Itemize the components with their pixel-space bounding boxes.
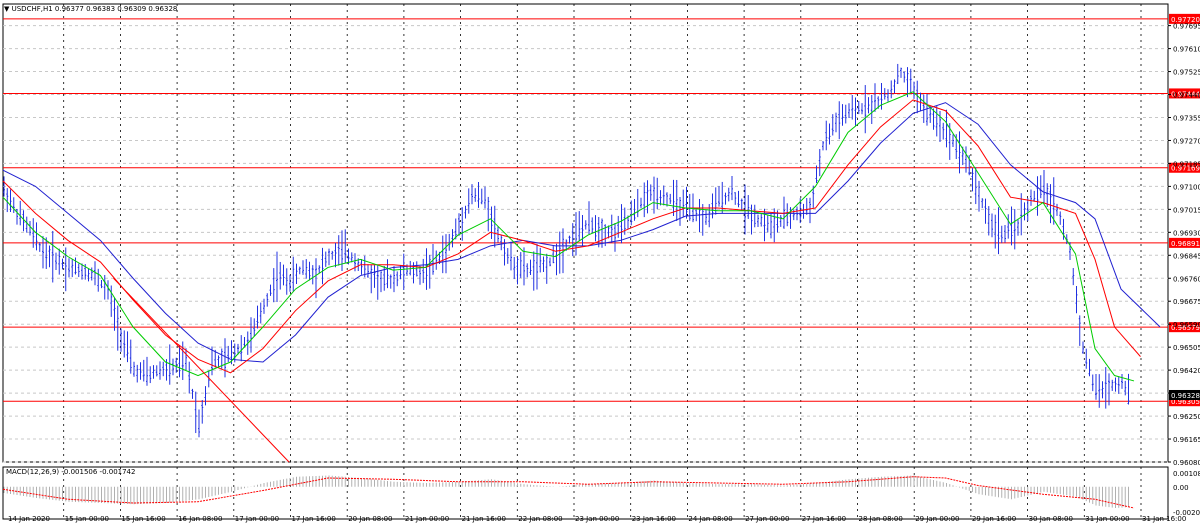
y-tick-label: 0.97100 — [1173, 183, 1200, 191]
x-tick-label: 28 Jan 08:00 — [859, 515, 903, 523]
y-tick-label: 0.96760 — [1173, 275, 1200, 283]
x-tick-label: 23 Jan 16:00 — [632, 515, 676, 523]
macd-signal-line — [2, 476, 1135, 509]
y-tick-label: 0.97695 — [1173, 23, 1200, 31]
macd-header: MACD(12,26,9) -0.001506 -0.001742 — [6, 468, 135, 476]
level-label-bg — [1169, 13, 1200, 24]
macd-header-group: MACD(12,26,9) -0.001506 -0.001742 — [6, 468, 135, 476]
horizontal-levels[interactable]: 0.97444 0.97169 0.96891 0.96579 0.96305 0.977… — [3, 13, 1200, 407]
x-tick-label: 27 Jan 16:00 — [802, 515, 846, 523]
x-tick-label: 30 Jan 08:00 — [1029, 515, 1073, 523]
x-tick-label: 31 Jan 16:00 — [1142, 515, 1186, 523]
macd-pane[interactable]: 0.001083 0.00 -0.0020 — [2, 470, 1200, 517]
y-tick-label: 0.97525 — [1173, 69, 1200, 77]
y-tick-label: 0.96505 — [1173, 344, 1200, 352]
x-tick-label: 21 Jan 16:00 — [462, 515, 506, 523]
price-axis[interactable]: 0.97695 0.97610 0.97525 0.97440 0.97355 0.972… — [1168, 23, 1200, 467]
y-tick-label: 0.96930 — [1173, 229, 1200, 237]
trend-line — [113, 277, 290, 463]
time-axis[interactable]: 14 Jan 2020 15 Jan 00:00 15 Jan 16:00 16 Ja… — [8, 515, 1186, 523]
current-price-label: 0.96328 — [1171, 392, 1200, 400]
level-label: 0.96305 — [1171, 398, 1200, 406]
level-label: 0.96891 — [1171, 240, 1200, 248]
y-tick-label: 0.97440 — [1173, 92, 1200, 100]
y-tick-label: 0.96845 — [1173, 252, 1200, 260]
x-tick-label: 17 Jan 00:00 — [235, 515, 279, 523]
x-tick-label: 17 Jan 16:00 — [292, 515, 336, 523]
y-tick-label: 0.97355 — [1173, 114, 1200, 122]
level-label: 0.97720 — [1171, 16, 1200, 24]
macd-y-tick-label: 0.001083 — [1173, 470, 1200, 478]
y-tick-label: 0.96420 — [1173, 367, 1200, 375]
ma-mid-line — [2, 99, 1141, 374]
level-label-bg — [1169, 162, 1200, 173]
level-label-bg — [1169, 237, 1200, 248]
x-tick-label: 21 Jan 00:00 — [405, 515, 449, 523]
macd-y-tick-label: 0.00 — [1173, 484, 1189, 492]
x-tick-label: 31 Jan 00:00 — [1085, 515, 1129, 523]
macd-y-tick-label: -0.0020 — [1173, 509, 1200, 517]
y-tick-label: 0.96250 — [1173, 413, 1200, 421]
x-tick-label: 29 Jan 00:00 — [915, 515, 959, 523]
x-tick-label: 16 Jan 08:00 — [178, 515, 222, 523]
level-label-bg — [1169, 396, 1200, 407]
level-label-bg — [1169, 322, 1200, 333]
x-tick-label: 20 Jan 08:00 — [348, 515, 392, 523]
y-tick-label: 0.97270 — [1173, 137, 1200, 145]
x-tick-label: 29 Jan 16:00 — [972, 515, 1016, 523]
x-tick-label: 15 Jan 16:00 — [121, 515, 165, 523]
macd-border — [2, 466, 1169, 520]
symbol-header: ▼ USDCHF,H1 0.96377 0.96383 0.96309 0.96… — [4, 5, 177, 13]
x-tick-label: 14 Jan 2020 — [8, 515, 50, 523]
level-label-bg — [1169, 88, 1200, 99]
y-tick-label: 0.97185 — [1173, 160, 1200, 168]
y-tick-label: 0.96590 — [1173, 321, 1200, 329]
chart-grid — [2, 3, 1169, 520]
chart-header: ▼ USDCHF,H1 0.96377 0.96383 0.96309 0.96… — [4, 5, 177, 13]
moving-averages — [2, 91, 1161, 463]
level-label: 0.97444 — [1171, 90, 1200, 98]
current-price-bg — [1169, 389, 1200, 400]
ma-fast-line — [2, 91, 1135, 382]
y-tick-label: 0.97015 — [1173, 206, 1200, 214]
x-tick-label: 23 Jan 00:00 — [575, 515, 619, 523]
x-tick-label: 27 Jan 00:00 — [745, 515, 789, 523]
y-tick-label: 0.96675 — [1173, 298, 1200, 306]
level-label: 0.97169 — [1171, 165, 1200, 173]
y-tick-label: 0.96080 — [1173, 459, 1200, 467]
y-tick-label: 0.96165 — [1173, 436, 1200, 444]
y-tick-label: 0.97610 — [1173, 46, 1200, 54]
x-tick-label: 22 Jan 08:00 — [518, 515, 562, 523]
x-tick-label: 15 Jan 00:00 — [65, 515, 109, 523]
x-tick-label: 24 Jan 08:00 — [688, 515, 732, 523]
level-label: 0.96579 — [1171, 324, 1200, 332]
